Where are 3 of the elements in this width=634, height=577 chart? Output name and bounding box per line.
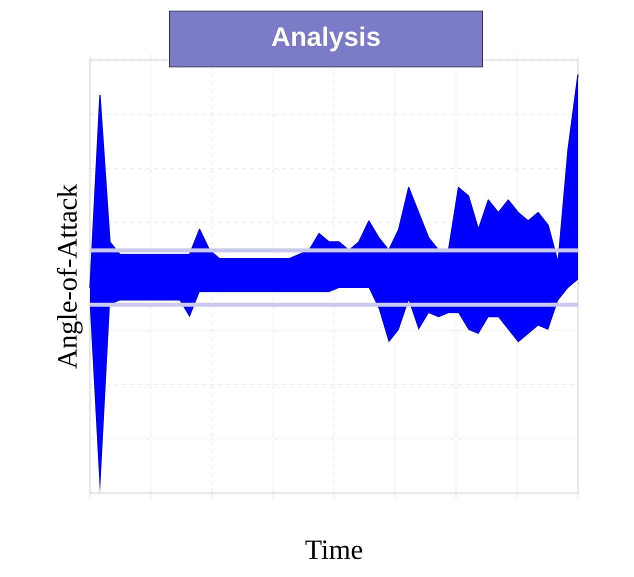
x-axis-title: Time — [305, 540, 362, 560]
y-axis-title: Angle-of-Attack — [56, 184, 83, 369]
chart-title: Analysis — [272, 26, 380, 52]
